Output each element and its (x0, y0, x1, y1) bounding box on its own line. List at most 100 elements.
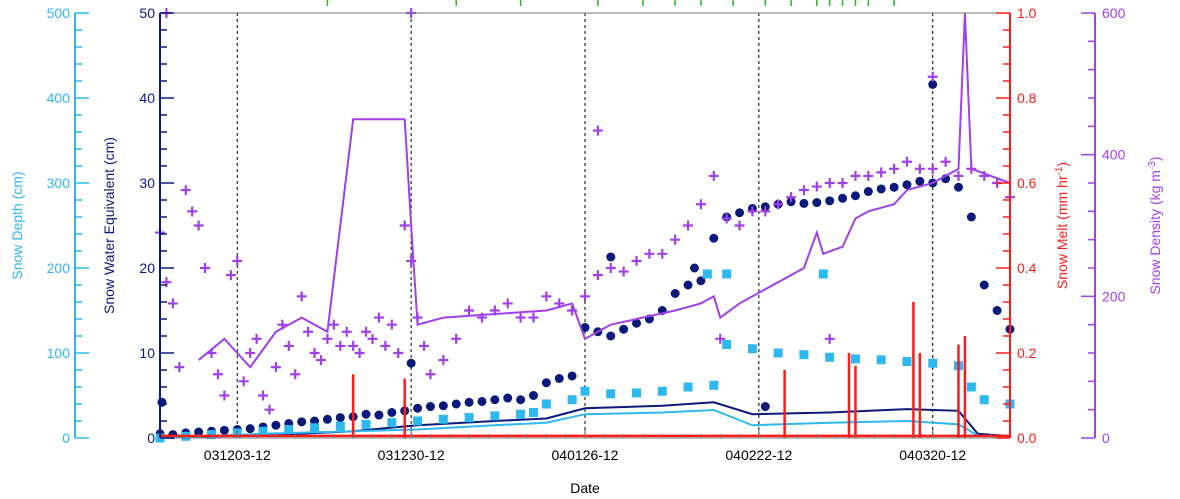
swe-point (632, 318, 642, 328)
depth-point (818, 269, 828, 279)
x-tick-label: 031203-12 (204, 447, 271, 463)
density-axis-label-text: Snow Density (kg m (1147, 170, 1163, 294)
swe-series-dot-outlier (157, 79, 938, 412)
density-point (399, 220, 410, 231)
x-tick-label: 031230-12 (378, 447, 445, 463)
density-point (464, 305, 475, 316)
swe-point (245, 424, 255, 434)
density-point (683, 220, 694, 231)
swe-axis-label-text: Snow Water Equivalent (cm) (101, 137, 117, 314)
swe-point (683, 280, 693, 290)
density-point (876, 167, 887, 178)
density-point (914, 163, 925, 174)
depth-point (528, 408, 538, 417)
density-point (264, 404, 275, 415)
depth-tick-label: 500 (47, 5, 71, 21)
depth-point (722, 340, 732, 349)
density-series-line (197, 12, 1011, 369)
density-point (251, 333, 262, 344)
density-point (695, 199, 706, 210)
swe-tick-label: 30 (139, 175, 155, 191)
density-tick-label: 400 (1102, 147, 1126, 163)
density-point (837, 178, 848, 188)
density-point (187, 206, 198, 217)
density-point (393, 348, 404, 358)
swe-point (670, 289, 680, 298)
depth-point (606, 389, 616, 399)
swe-point (606, 252, 616, 262)
swe-point (696, 276, 706, 286)
depth-point (702, 269, 712, 279)
swe-point (966, 212, 976, 222)
melt-tick-label: 0.8 (1017, 90, 1037, 106)
density-point (328, 319, 339, 330)
density-point (592, 270, 603, 281)
depth-point (799, 350, 809, 360)
depth-point (207, 430, 217, 440)
depth-point (258, 426, 268, 436)
swe-point (528, 391, 538, 400)
density-point (232, 255, 243, 266)
density-point (380, 340, 391, 351)
depth-axis-label-text: Snow Depth (cm) (9, 171, 25, 279)
density-axis-label-end: ) (1147, 156, 1163, 161)
density-point (618, 266, 629, 277)
depth-tick-label: 400 (47, 90, 71, 106)
density-point (863, 170, 874, 181)
swe-point (451, 399, 461, 409)
depth-axis-label: Snow Depth (cm) (9, 171, 25, 279)
density-point (721, 213, 732, 224)
depth-series-square (155, 340, 1015, 443)
swe-point (541, 378, 551, 388)
depth-series-square-outlier (702, 269, 828, 279)
melt-axis-label-text: Snow Melt (mm hr (1054, 175, 1070, 289)
density-point (180, 185, 191, 196)
density-point (315, 355, 326, 366)
swe-point (219, 425, 229, 435)
depth-point (825, 352, 835, 362)
density-point (824, 333, 835, 344)
density-point (283, 340, 294, 351)
swe-point (322, 414, 332, 424)
density-point (786, 192, 797, 203)
depth-point (438, 414, 448, 424)
swe-point (928, 79, 938, 89)
density-point (225, 270, 236, 281)
melt-axis-label-sup: -1 (1054, 166, 1065, 175)
swe-point (902, 180, 912, 190)
density-point (747, 206, 758, 217)
x-tick-label: 040222-12 (725, 447, 792, 463)
density-point (212, 369, 223, 380)
x-axis-label: Date (570, 480, 600, 496)
density-point (927, 163, 938, 174)
swe-point (310, 416, 320, 426)
density-point (335, 340, 346, 351)
depth-point (722, 269, 732, 279)
density-point (348, 340, 359, 351)
depth-point (413, 416, 423, 426)
swe-tick-label: 10 (139, 345, 155, 361)
melt-tick-label: 0.2 (1017, 345, 1037, 361)
swe-point (799, 198, 809, 208)
swe-point (689, 263, 699, 273)
swe-series-line (159, 401, 1011, 439)
swe-point (425, 402, 435, 412)
melt-tick-label: 0.6 (1017, 175, 1037, 191)
swe-point (567, 371, 577, 381)
density-point (245, 348, 256, 358)
swe-tick-label: 0 (147, 430, 155, 446)
x-tick-label: 040126-12 (552, 447, 619, 463)
labels-layer: 031203-12 031230-12 040126-12 040222-12 0403… (9, 5, 1163, 496)
depth-point (541, 399, 551, 409)
density-tick-label: 200 (1102, 288, 1126, 304)
density-series-plus (155, 156, 1015, 415)
swe-point (915, 176, 925, 186)
swe-point (335, 413, 345, 423)
depth-series-line (159, 408, 1011, 439)
melt-tick-label: 0.4 (1017, 260, 1037, 276)
swe-point (438, 401, 448, 411)
depth-point (361, 419, 371, 429)
swe-point (413, 403, 423, 413)
depth-point (580, 386, 590, 396)
depth-point (284, 425, 294, 434)
